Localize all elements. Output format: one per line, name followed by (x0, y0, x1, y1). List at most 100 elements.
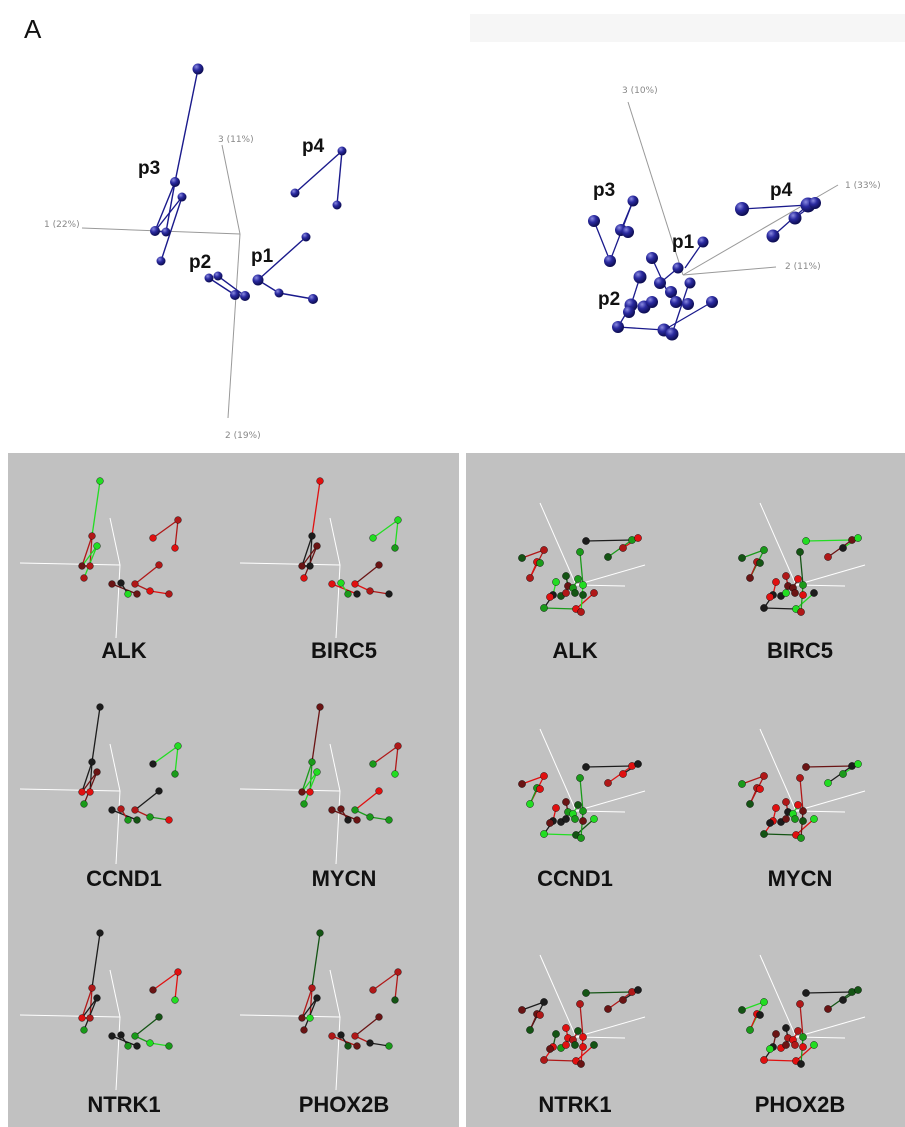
gene-view-node (794, 1027, 802, 1035)
gene-label-a-ccnd1: CCND1 (86, 866, 162, 891)
gene-view-node (328, 1032, 336, 1040)
gene-view-edge (91, 932, 101, 989)
gene-view-node (375, 1013, 383, 1021)
gene-view-node (802, 537, 810, 545)
gene-view-node (799, 1033, 807, 1041)
gene-view-node (802, 989, 810, 997)
gene-view-node (536, 1011, 544, 1019)
gene-view-node (366, 587, 374, 595)
axis-label-1-a: 1 (22%) (44, 220, 80, 230)
gene-view-edge (763, 833, 797, 836)
gene-view-node (96, 477, 104, 485)
gene-view-axis (575, 790, 646, 812)
axis-3-a (221, 144, 241, 235)
gene-view-node (80, 800, 88, 808)
gene-view-node (124, 590, 132, 598)
gene-view-node (794, 575, 802, 583)
gene-view-axis (335, 564, 341, 639)
gene-view-edge (81, 987, 93, 1019)
gene-view-node (375, 561, 383, 569)
gene-view-axis (539, 728, 577, 812)
gene-view-node (536, 785, 544, 793)
gene-view-edge (805, 991, 853, 994)
gene-view-edge (763, 607, 797, 610)
gene-view-node (131, 580, 139, 588)
gene-view-node (634, 760, 642, 768)
gene-view-node (760, 998, 768, 1006)
gene-view-edge (301, 771, 318, 793)
gene-view-node (562, 815, 570, 823)
gene-view-node (576, 774, 584, 782)
gene-view-edge (91, 706, 101, 763)
gene-view-node (562, 572, 570, 580)
gene-view-node (385, 590, 393, 598)
gene-view-node (117, 805, 125, 813)
gene-view-node (562, 1024, 570, 1032)
gene-view-a-phox2b (239, 929, 402, 1091)
gene-view-edge (579, 1003, 584, 1038)
gene-label-b-phox2b: PHOX2B (754, 1092, 846, 1117)
gene-view-node (86, 788, 94, 796)
gene-view-edge (174, 519, 179, 549)
gene-view-node (571, 1041, 579, 1049)
gene-view-edge (799, 551, 804, 586)
gene-view-node (146, 587, 154, 595)
gene-view-edge (354, 1016, 380, 1037)
gene-view-edge (543, 607, 577, 610)
gene-view-node (124, 816, 132, 824)
gene-view-node (133, 1042, 141, 1050)
gene-view-node (93, 542, 101, 550)
gene-view-node (149, 760, 157, 768)
gene-view-node (93, 768, 101, 776)
gene-view-node (604, 779, 612, 787)
gene-view-node (124, 1042, 132, 1050)
gene-view-b-ccnd1 (518, 728, 646, 842)
gene-view-edge (303, 545, 318, 579)
gene-view-node (369, 760, 377, 768)
gene-view-node (313, 994, 321, 1002)
gene-view-edge (741, 775, 765, 785)
gene-view-node (810, 589, 818, 597)
gene-view-edge (81, 545, 98, 567)
gene-view-edge (372, 519, 399, 539)
gene-view-node (791, 589, 799, 597)
panel-letter-a: A (24, 14, 42, 44)
gene-view-axis (19, 562, 121, 566)
gene-view-node (353, 816, 361, 824)
gene-view-node (782, 815, 790, 823)
gene-view-node (760, 546, 768, 554)
gene-view-edge (521, 1001, 545, 1011)
gene-view-node (117, 579, 125, 587)
gene-view-axis (539, 954, 577, 1038)
gene-view-node (552, 1030, 560, 1038)
gene-view-node (133, 816, 141, 824)
gene-view-axis (115, 790, 121, 865)
gene-view-axis (335, 790, 341, 865)
gene-view-axis (759, 954, 797, 1038)
gene-view-node (108, 1032, 116, 1040)
gene-view-b-mycn (738, 728, 866, 842)
gene-view-edge (575, 592, 595, 610)
gene-view-node (546, 593, 554, 601)
gene-view-edge (372, 971, 399, 991)
gene-view-edge (81, 761, 93, 793)
gene-view-edge (579, 551, 584, 586)
gene-view-node (760, 604, 768, 612)
cluster-label-p1-a: p1 (251, 246, 274, 267)
gene-view-axis (329, 517, 341, 566)
gene-view-edge (91, 480, 101, 537)
gene-view-node (536, 559, 544, 567)
gene-view-axis (539, 502, 577, 586)
gene-view-edge (81, 771, 98, 793)
gene-view-node (298, 1014, 306, 1022)
gene-view-node (796, 548, 804, 556)
gene-view-node (366, 813, 374, 821)
gene-view-node (78, 1014, 86, 1022)
gene-view-node (772, 1030, 780, 1038)
gene-view-edge (311, 932, 321, 989)
gene-view-node (796, 1000, 804, 1008)
gene-view-edge (575, 818, 595, 836)
gene-view-edge (152, 519, 179, 539)
gene-view-node (337, 805, 345, 813)
gene-view-node (854, 760, 862, 768)
